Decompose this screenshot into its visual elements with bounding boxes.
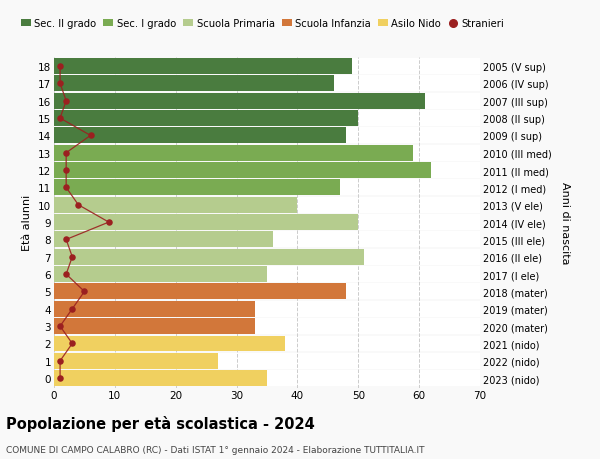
Bar <box>54 94 480 109</box>
Bar <box>54 215 480 230</box>
Bar <box>54 94 425 109</box>
Point <box>80 288 89 296</box>
Point <box>104 219 113 226</box>
Y-axis label: Età alunni: Età alunni <box>22 195 32 251</box>
Point <box>55 80 65 88</box>
Bar <box>54 319 255 335</box>
Point <box>55 63 65 71</box>
Bar <box>54 76 480 92</box>
Bar <box>54 111 480 127</box>
Text: Popolazione per età scolastica - 2024: Popolazione per età scolastica - 2024 <box>6 415 315 431</box>
Bar <box>54 284 346 300</box>
Bar <box>54 370 480 386</box>
Point <box>61 150 71 157</box>
Bar <box>54 336 480 352</box>
Bar <box>54 146 480 162</box>
Bar <box>54 267 480 282</box>
Point <box>55 375 65 382</box>
Point <box>61 167 71 174</box>
Point <box>67 305 77 313</box>
Bar <box>54 163 431 179</box>
Point <box>55 323 65 330</box>
Bar <box>54 76 334 92</box>
Bar <box>54 301 480 317</box>
Bar <box>54 146 413 162</box>
Point <box>86 133 95 140</box>
Bar <box>54 59 480 75</box>
Bar <box>54 180 480 196</box>
Point <box>67 253 77 261</box>
Bar <box>54 232 480 248</box>
Bar <box>54 301 255 317</box>
Text: COMUNE DI CAMPO CALABRO (RC) - Dati ISTAT 1° gennaio 2024 - Elaborazione TUTTITA: COMUNE DI CAMPO CALABRO (RC) - Dati ISTA… <box>6 445 425 454</box>
Bar <box>54 267 267 282</box>
Bar <box>54 197 480 213</box>
Point <box>61 98 71 105</box>
Bar <box>54 197 298 213</box>
Bar <box>54 284 480 300</box>
Bar <box>54 232 273 248</box>
Y-axis label: Anni di nascita: Anni di nascita <box>560 181 570 264</box>
Point <box>61 236 71 244</box>
Bar <box>54 319 480 335</box>
Bar <box>54 370 267 386</box>
Point <box>67 340 77 347</box>
Point <box>55 358 65 365</box>
Bar <box>54 215 358 230</box>
Point <box>61 185 71 192</box>
Bar <box>54 249 364 265</box>
Bar <box>54 180 340 196</box>
Bar <box>54 336 285 352</box>
Bar <box>54 353 218 369</box>
Bar <box>54 353 480 369</box>
Bar <box>54 128 480 144</box>
Bar <box>54 59 352 75</box>
Bar <box>54 128 346 144</box>
Bar <box>54 249 480 265</box>
Point <box>74 202 83 209</box>
Bar <box>54 163 480 179</box>
Bar <box>54 111 358 127</box>
Point <box>61 271 71 278</box>
Legend: Sec. II grado, Sec. I grado, Scuola Primaria, Scuola Infanzia, Asilo Nido, Stran: Sec. II grado, Sec. I grado, Scuola Prim… <box>20 19 504 29</box>
Point <box>55 115 65 123</box>
